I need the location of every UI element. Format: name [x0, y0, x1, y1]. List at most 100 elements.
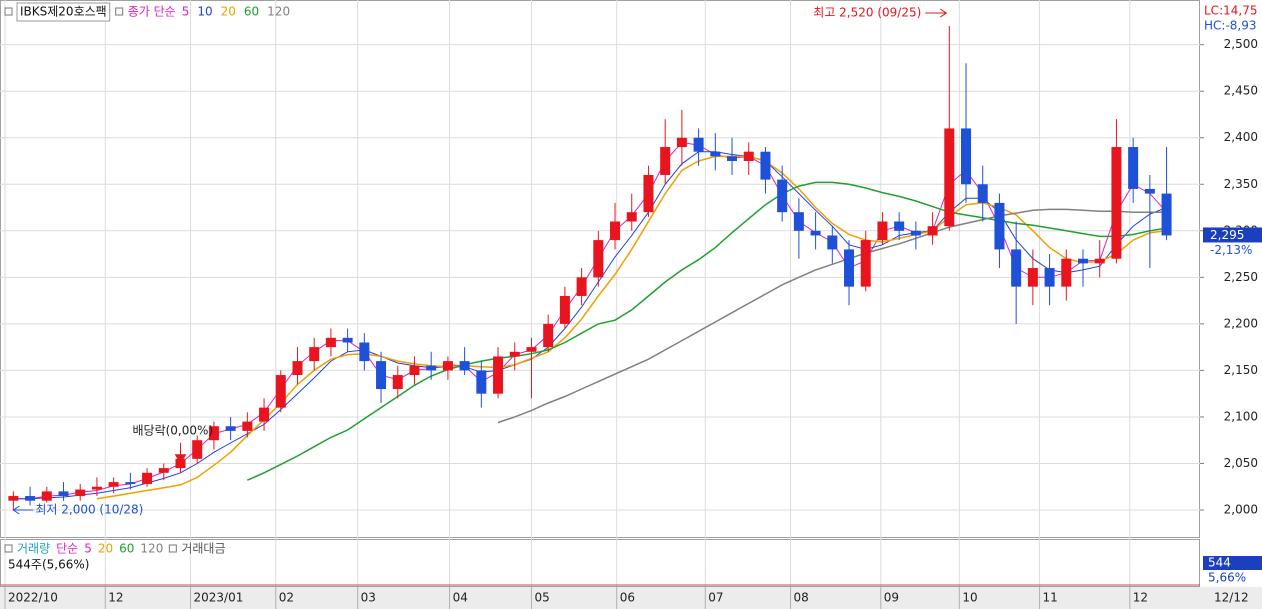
candle-body [1111, 147, 1122, 259]
x-tick-label: 02 [279, 591, 294, 605]
candle-body [727, 156, 738, 162]
candle-body [844, 249, 855, 287]
candle-body [1161, 193, 1172, 236]
candle-body [526, 347, 537, 352]
ma-line [96, 155, 1167, 500]
y-tick-label: 2,150 [1224, 363, 1258, 377]
x-tick-label: 2023/01 [194, 591, 244, 605]
x-tick-label: 07 [708, 591, 723, 605]
candle-body [1061, 258, 1072, 287]
candle-body [91, 486, 102, 490]
candle-body [610, 221, 621, 241]
candle-body [760, 151, 771, 180]
ma-line [13, 151, 1167, 500]
candle-body [910, 230, 921, 236]
candle-body [309, 347, 320, 362]
candle-body [1027, 268, 1038, 287]
candle-body [576, 277, 587, 296]
candle-body [459, 361, 470, 371]
candle-body [192, 440, 203, 459]
legend-entry: 120 [267, 5, 290, 19]
last-price-label: 2,295 [1210, 228, 1244, 242]
candle-body [41, 491, 52, 501]
y-tick-label: 2,350 [1224, 177, 1258, 191]
candle-body [8, 496, 19, 501]
x-tick-label: 04 [453, 591, 468, 605]
x-tick-label: 08 [794, 591, 809, 605]
x-tick-label: 2022/10 [8, 591, 58, 605]
candle-body [743, 151, 754, 162]
last-price-box [1203, 227, 1262, 243]
candle-body [543, 323, 554, 348]
candle-body [693, 137, 704, 152]
x-tick-label: 09 [884, 591, 899, 605]
candle-body [509, 351, 520, 357]
volume-ma-entry: 60 [119, 542, 134, 556]
date-axis [0, 587, 1262, 609]
dividend-arrow [174, 442, 187, 464]
volume-ma-entry: 120 [140, 542, 163, 556]
x-tick-label: 12 [108, 591, 123, 605]
candle-body [710, 151, 721, 157]
axis-mask [1203, 0, 1262, 33]
candle-body [359, 342, 370, 362]
y-tick-label: 2,000 [1224, 503, 1258, 517]
chart-title: IBKS제20호스팩 [20, 5, 107, 19]
price-panel [0, 0, 1200, 538]
candle-body [142, 472, 153, 484]
candle-body [1128, 147, 1139, 189]
candle-body [376, 361, 387, 390]
y-tick-label: 2,050 [1224, 456, 1258, 470]
candle-body [894, 221, 905, 231]
candle-body [626, 212, 637, 222]
candle-body [1044, 268, 1055, 287]
volume-title: 거래량 [17, 542, 50, 556]
candle-body [75, 489, 86, 497]
candle-body [125, 482, 136, 484]
high-arrow [925, 8, 948, 18]
title-box [16, 2, 111, 22]
x-tick-label: 05 [534, 591, 549, 605]
candle-body [158, 468, 169, 473]
ma-legend-label: 종가 단순 [128, 5, 176, 19]
candle-body [409, 365, 420, 376]
candle-body [860, 240, 871, 287]
candle-body [559, 295, 570, 324]
volume-ma-label: 단순 [56, 542, 78, 556]
candle-body [961, 128, 972, 185]
candle-body [208, 426, 219, 441]
low-arrow [12, 505, 34, 515]
volume-panel [0, 539, 1200, 587]
ma-line [13, 141, 1167, 500]
candle-body [25, 496, 36, 501]
legend-icon [4, 544, 13, 553]
volume-value: 544주(5,66%) [8, 558, 89, 572]
grid [0, 0, 1204, 609]
last-change: -2,13% [1210, 243, 1252, 257]
x-tick-label: 06 [620, 591, 635, 605]
y-tick-label: 2,100 [1224, 409, 1258, 423]
candle-body [426, 365, 437, 371]
candle-body [1094, 258, 1105, 264]
candle-body [325, 337, 336, 348]
candle-body [292, 361, 303, 376]
x-tick-label: 03 [361, 591, 376, 605]
hc-label: HC:-8,93 [1204, 19, 1257, 33]
candle-body [392, 375, 403, 390]
legend-icon [168, 544, 177, 553]
candle-body [994, 202, 1005, 250]
legend-entry: 60 [244, 5, 259, 19]
candle-body [242, 421, 253, 431]
volume-axis-value: 544 [1208, 556, 1231, 570]
volume-ma-entry: 20 [98, 542, 113, 556]
candle-body [1011, 249, 1022, 287]
candle-body [977, 184, 988, 203]
volume-axis-pct: 5,66% [1208, 571, 1246, 585]
ma-line [246, 181, 1167, 481]
y-tick-label: 2,250 [1224, 270, 1258, 284]
plot [8, 26, 1172, 511]
candle-body [676, 137, 687, 148]
volume-axis-box [1203, 556, 1262, 570]
candle-body [777, 179, 788, 213]
